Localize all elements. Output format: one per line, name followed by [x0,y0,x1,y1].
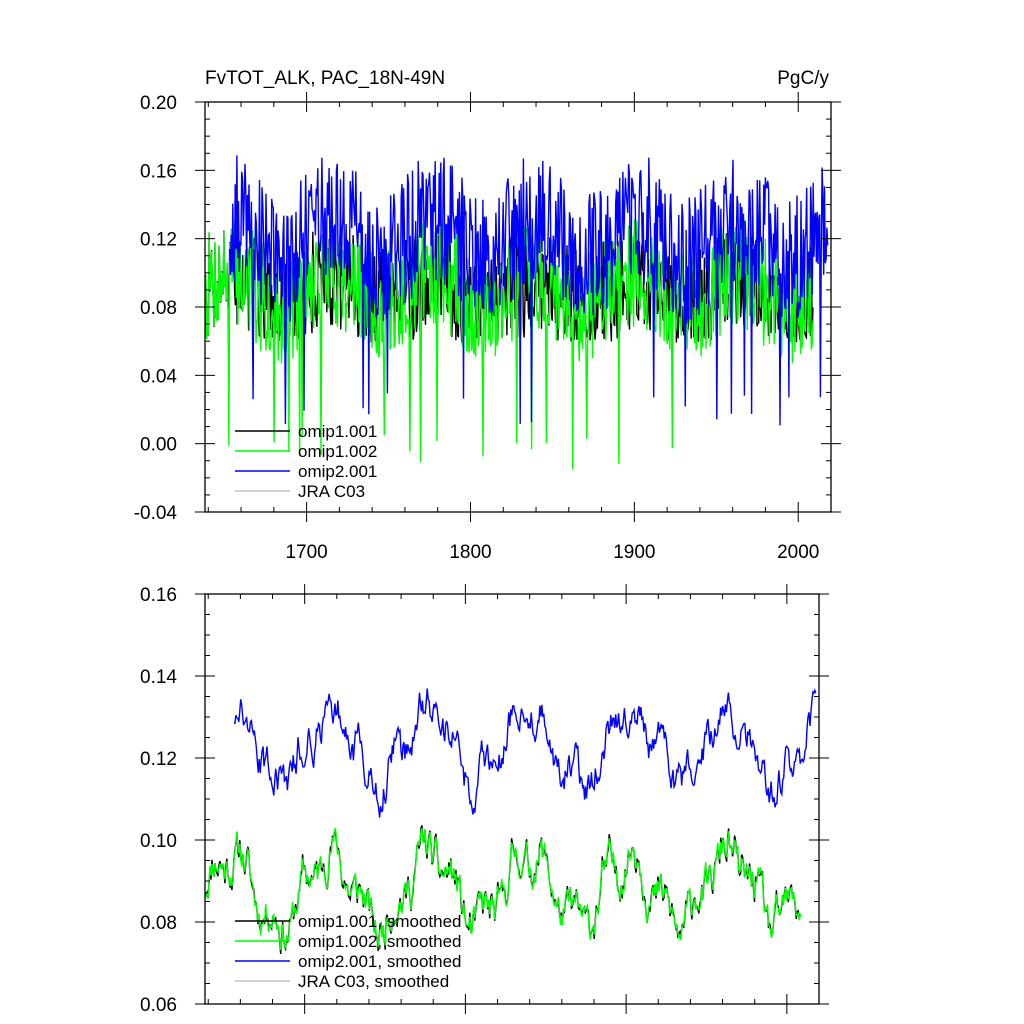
chart-title: FvTOT_ALK, PAC_18N-49N [205,68,445,89]
x-tick-label: 1900 [613,542,655,563]
y-tick-label: 0.12 [140,230,177,251]
legend-label: omip1.002 [298,442,377,461]
chart-units: PgC/y [777,68,829,89]
series-line-omip2-001 [228,155,829,426]
top-chart-panel: 1700 1800 1900 2000 -0.04 0.00 0.04 0.08 0.12 0.1… [134,68,841,563]
series-line-omip1-002 [205,215,814,470]
y-tick-label: 0.06 [140,995,177,1016]
y-tick-label: 0.12 [140,749,177,770]
series-line-omip2-001-smoothed [233,688,817,818]
y-tick-label: 0.08 [140,913,177,934]
legend-label: JRA C03, smoothed [298,972,449,991]
y-tick-label: 0.16 [140,161,177,182]
legend-label: JRA C03 [298,482,365,501]
y-tick-label: 0.16 [140,585,177,606]
y-tick-label: 0.00 [140,435,177,456]
y-tick-label: -0.04 [134,503,178,524]
x-tick-label: 1700 [285,542,327,563]
x-tick-label: 2000 [777,542,819,563]
series-line-omip1-001-smoothed [205,825,802,954]
y-tick-label: 0.04 [140,366,177,387]
legend-label: omip1.002, smoothed [298,932,462,951]
x-tick-label: 1800 [449,542,491,563]
series-line-omip1-002-smoothed [205,827,802,950]
bottom-chart-panel: 0.06 0.08 0.10 0.12 0.14 0.16 omip1.001, smoot… [140,584,829,1016]
y-tick-label: 0.14 [140,667,177,688]
legend-label: omip2.001 [298,462,377,481]
series-lines [205,155,829,470]
legend-label: omip1.001 [298,422,377,441]
y-tick-label: 0.20 [140,93,177,114]
legend-label: omip2.001, smoothed [298,952,462,971]
legend-label: omip1.001, smoothed [298,912,462,931]
y-tick-label: 0.10 [140,831,177,852]
y-tick-label: 0.08 [140,298,177,319]
series-lines [205,688,817,954]
